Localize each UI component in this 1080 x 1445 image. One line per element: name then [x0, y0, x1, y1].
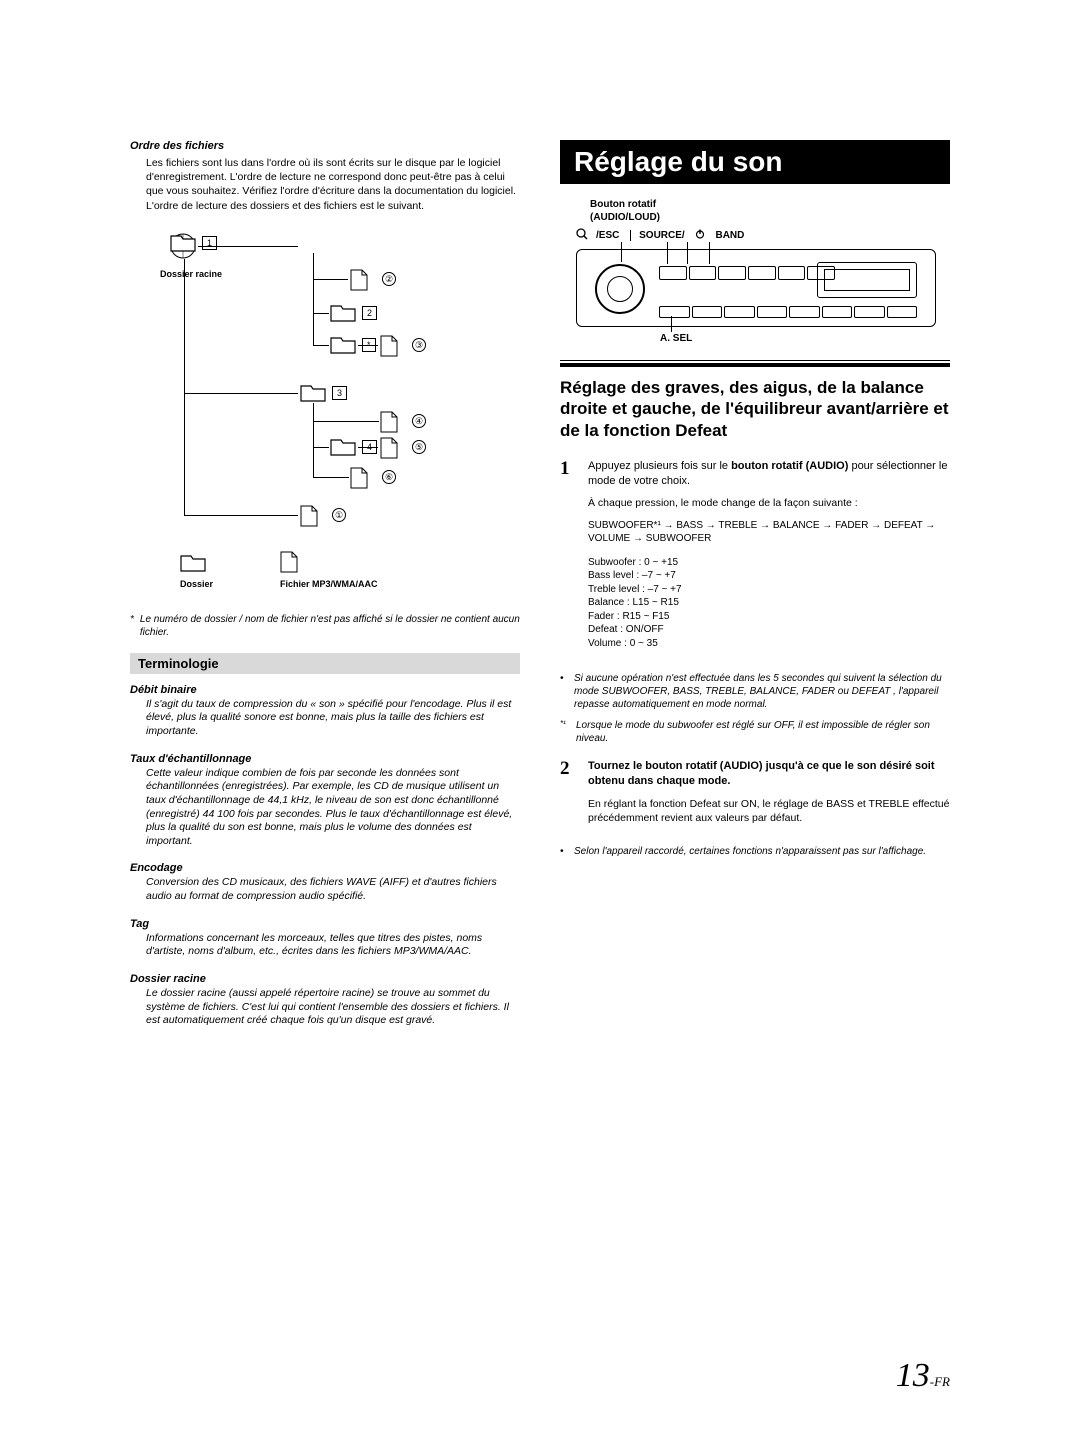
step-2-body: En réglant la fonction Defeat sur ON, le…	[588, 797, 950, 825]
file-num-2: ②	[382, 272, 396, 286]
term-title: Taux d'échantillonnage	[130, 753, 520, 765]
folder-num-3: 3	[332, 386, 347, 400]
file-num-5: ⑤	[412, 440, 426, 454]
term-block: Dossier racine Le dossier racine (aussi a…	[130, 973, 520, 1028]
file-icon	[380, 335, 406, 355]
term-block: Encodage Conversion des CD musicaux, des …	[130, 862, 520, 903]
file-icon	[280, 551, 306, 571]
file-icon	[300, 505, 326, 525]
step-1-sub: À chaque pression, le mode change de la …	[588, 496, 950, 510]
range-line: Volume : 0 ~ 35	[588, 637, 950, 651]
folder-icon	[330, 437, 356, 457]
range-line: Subwoofer : 0 ~ +15	[588, 556, 950, 570]
power-icon	[695, 229, 705, 242]
range-line: Bass level : –7 ~ +7	[588, 569, 950, 583]
term-body: Conversion des CD musicaux, des fichiers…	[146, 876, 520, 903]
display-screen-icon	[817, 262, 917, 298]
range-line: Defeat : ON/OFF	[588, 623, 950, 637]
folder-icon	[170, 233, 196, 253]
step-number: 2	[560, 759, 576, 833]
divider	[560, 360, 950, 361]
rotary-knob-icon	[595, 264, 645, 314]
chapter-title: Réglage du son	[560, 140, 950, 184]
term-title: Débit binaire	[130, 684, 520, 696]
folder-num-1: 1	[202, 236, 217, 250]
device-diagram	[576, 249, 936, 327]
term-body: Il s'agit du taux de compression du « so…	[146, 698, 520, 739]
legend-folder: Dossier	[180, 579, 213, 589]
term-body: Le dossier racine (aussi appelé répertoi…	[146, 987, 520, 1028]
step-1: 1 Appuyez plusieurs fois sur le bouton r…	[560, 459, 950, 660]
parameter-ranges: Subwoofer : 0 ~ +15Bass level : –7 ~ +7T…	[588, 556, 950, 651]
ordre-body: Les fichiers sont lus dans l'ordre où il…	[146, 156, 520, 213]
asel-label: A. SEL	[660, 333, 950, 344]
ordre-title: Ordre des fichiers	[130, 140, 520, 152]
term-title: Dossier racine	[130, 973, 520, 985]
divider-thick	[560, 363, 950, 367]
folder-icon	[300, 383, 326, 403]
magnify-icon	[576, 228, 588, 243]
file-icon	[380, 411, 406, 431]
section-heading: Réglage des graves, des aigus, de la bal…	[560, 377, 950, 441]
step-2-lead: Tournez le bouton rotatif (AUDIO) jusqu'…	[588, 759, 950, 789]
term-block: Tag Informations concernant les morceaux,…	[130, 918, 520, 959]
file-icon	[380, 437, 406, 457]
folder-tree-diagram: 0 1 ② 2 *	[170, 233, 450, 593]
file-icon	[350, 269, 376, 289]
step-2: 2 Tournez le bouton rotatif (AUDIO) jusq…	[560, 759, 950, 833]
file-icon	[350, 467, 376, 487]
term-body: Cette valeur indique combien de fois par…	[146, 767, 520, 849]
root-label: Dossier racine	[160, 269, 222, 279]
file-num-1: ①	[332, 508, 346, 522]
bullet-note-1: •Si aucune opération n'est effectuée dan…	[560, 672, 950, 711]
file-num-4: ④	[412, 414, 426, 428]
sup-note-1: *¹Lorsque le mode du subwoofer est réglé…	[560, 719, 950, 745]
file-num-3: ③	[412, 338, 426, 352]
folder-icon	[330, 335, 356, 355]
asterisk-footnote: *Le numéro de dossier / nom de fichier n…	[130, 613, 520, 639]
range-line: Fader : R15 ~ F15	[588, 610, 950, 624]
step-number: 1	[560, 459, 576, 660]
folder-icon	[180, 553, 206, 573]
folder-num-2: 2	[362, 306, 377, 320]
range-line: Balance : L15 ~ R15	[588, 596, 950, 610]
device-label-rotary: Bouton rotatif (AUDIO/LOUD)	[590, 198, 950, 224]
legend-file: Fichier MP3/WMA/AAC	[280, 579, 378, 589]
terminologie-heading: Terminologie	[130, 653, 520, 674]
term-title: Encodage	[130, 862, 520, 874]
file-num-6: ⑥	[382, 470, 396, 484]
term-title: Tag	[130, 918, 520, 930]
range-line: Treble level : –7 ~ +7	[588, 583, 950, 597]
page-number: 13-FR	[896, 1357, 950, 1395]
step-1-lead: Appuyez plusieurs fois sur le bouton rot…	[588, 459, 950, 489]
term-block: Taux d'échantillonnage Cette valeur indiq…	[130, 753, 520, 849]
term-body: Informations concernant les morceaux, te…	[146, 932, 520, 959]
device-label-row: /ESC SOURCE/ BAND	[576, 228, 950, 243]
term-block: Débit binaire Il s'agit du taux de compre…	[130, 684, 520, 739]
mode-chain: SUBWOOFER*¹ → BASS → TREBLE → BALANCE → …	[588, 519, 950, 546]
bullet-note-2: •Selon l'appareil raccordé, certaines fo…	[560, 845, 950, 858]
folder-icon	[330, 303, 356, 323]
